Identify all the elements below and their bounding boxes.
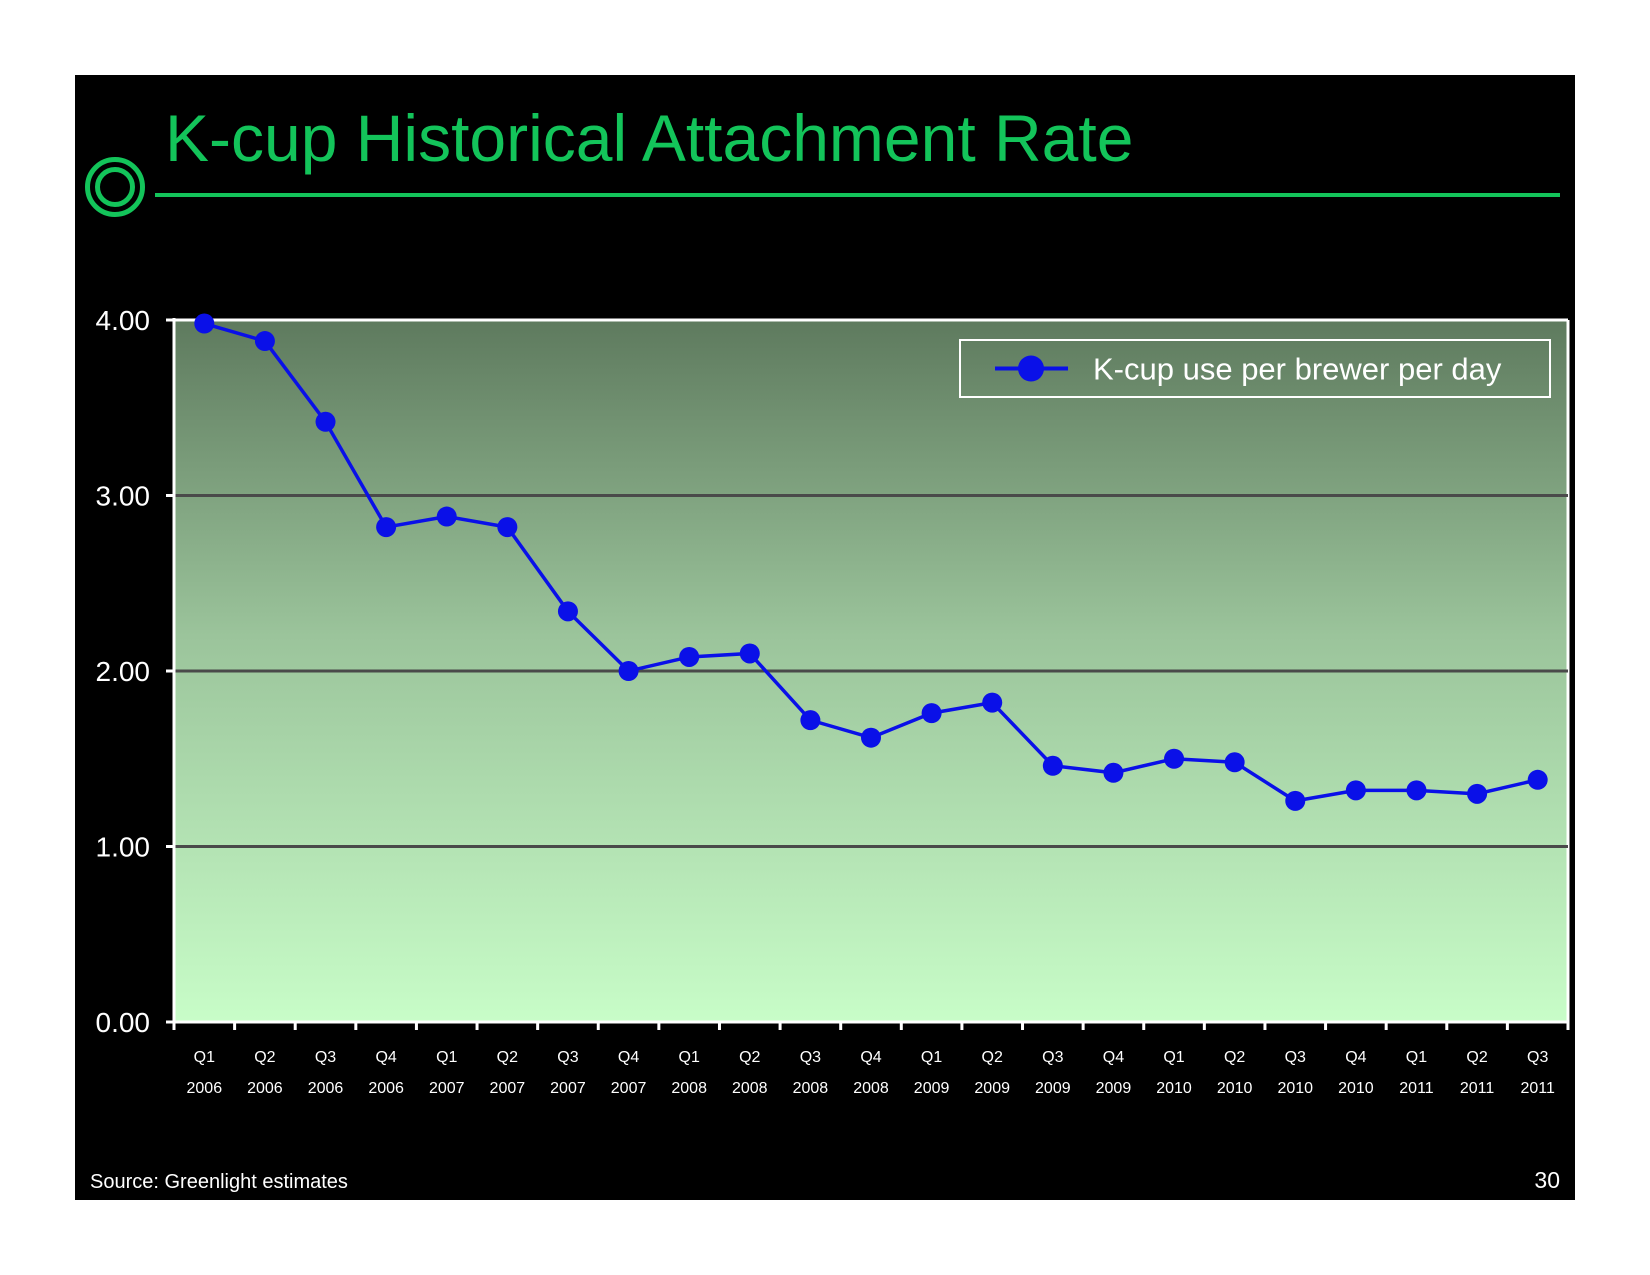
x-tick-label-quarter: Q2 [1224,1049,1245,1066]
x-tick-label-quarter: Q1 [1163,1049,1184,1066]
data-point [1224,752,1245,773]
data-point [861,727,881,748]
data-point [1406,780,1427,801]
x-tick-label-year: 2007 [611,1080,647,1097]
data-point [1103,762,1124,783]
x-tick-label-quarter: Q3 [1042,1049,1063,1066]
y-tick-label: 2.00 [96,656,151,687]
data-point [982,692,1003,713]
y-tick-label: 1.00 [96,832,151,863]
data-point [315,411,336,432]
x-tick-label-year: 2008 [793,1080,829,1097]
x-tick-label-quarter: Q2 [739,1049,760,1066]
legend-marker-icon [1018,355,1044,382]
slide-title: K-cup Historical Attachment Rate [165,101,1134,175]
x-tick-label-quarter: Q1 [436,1049,457,1066]
x-tick-label-year: 2010 [1217,1080,1253,1097]
page-number: 30 [1534,1167,1560,1193]
data-point [1467,783,1488,804]
source-note: Source: Greenlight estimates [90,1171,348,1193]
x-tick-label-year: 2009 [914,1080,950,1097]
x-tick-label-quarter: Q1 [1406,1049,1427,1066]
ring-logo-icon [85,157,145,217]
x-tick-label-quarter: Q2 [254,1049,275,1066]
data-point [1285,790,1306,811]
x-tick-label-quarter: Q3 [1527,1049,1548,1066]
x-tick-label-year: 2006 [187,1080,223,1097]
x-tick-label-year: 2009 [1096,1080,1132,1097]
x-tick-label-year: 2006 [308,1080,344,1097]
y-tick-label: 4.00 [96,305,151,336]
x-tick-label-quarter: Q4 [860,1049,881,1066]
x-tick-label-year: 2011 [1520,1080,1555,1097]
x-tick-label-quarter: Q4 [618,1049,639,1066]
data-point [436,506,457,527]
x-tick-label-year: 2007 [429,1080,465,1097]
data-point [376,517,397,538]
x-tick-label-quarter: Q4 [375,1049,396,1066]
x-tick-label-year: 2006 [368,1080,404,1097]
x-tick-label-year: 2010 [1277,1080,1313,1097]
data-point [254,331,275,352]
x-tick-label-year: 2010 [1338,1080,1374,1097]
data-point [1164,748,1185,769]
data-point [800,710,821,731]
title-divider [155,193,1560,197]
data-point [921,703,942,724]
x-tick-label-year: 2011 [1399,1080,1434,1097]
x-tick-label-quarter: Q2 [1466,1049,1487,1066]
x-tick-label-year: 2010 [1156,1080,1192,1097]
data-point [679,646,700,667]
x-tick-label-quarter: Q3 [315,1049,336,1066]
x-tick-label-year: 2006 [247,1080,283,1097]
x-tick-label-quarter: Q4 [1345,1049,1366,1066]
x-tick-label-quarter: Q1 [194,1049,215,1066]
legend-label: K-cup use per brewer per day [1093,352,1502,387]
data-point [739,643,760,664]
x-tick-label-quarter: Q3 [557,1049,578,1066]
x-tick-label-quarter: Q3 [1285,1049,1306,1066]
data-point [557,601,578,622]
y-tick-label: 0.00 [96,1007,151,1038]
x-tick-label-year: 2007 [490,1080,526,1097]
x-tick-label-quarter: Q1 [679,1049,700,1066]
x-tick-label-quarter: Q4 [1103,1049,1124,1066]
x-tick-label-quarter: Q1 [921,1049,942,1066]
data-point [194,313,215,334]
data-point [1345,780,1366,801]
data-point [497,517,518,538]
legend-box [959,339,1551,398]
x-tick-label-year: 2008 [732,1080,768,1097]
x-tick-label-year: 2009 [1035,1080,1071,1097]
x-tick-label-year: 2009 [974,1080,1010,1097]
y-tick-label: 3.00 [96,481,151,512]
x-tick-label-year: 2008 [853,1080,889,1097]
data-point [1042,755,1063,776]
x-tick-label-year: 2007 [550,1080,586,1097]
x-tick-label-quarter: Q3 [800,1049,821,1066]
x-tick-label-quarter: Q2 [982,1049,1003,1066]
x-tick-label-year: 2011 [1460,1080,1495,1097]
x-tick-label-year: 2008 [671,1080,707,1097]
x-tick-label-quarter: Q2 [497,1049,518,1066]
data-point [1527,769,1548,790]
data-point [618,661,639,681]
